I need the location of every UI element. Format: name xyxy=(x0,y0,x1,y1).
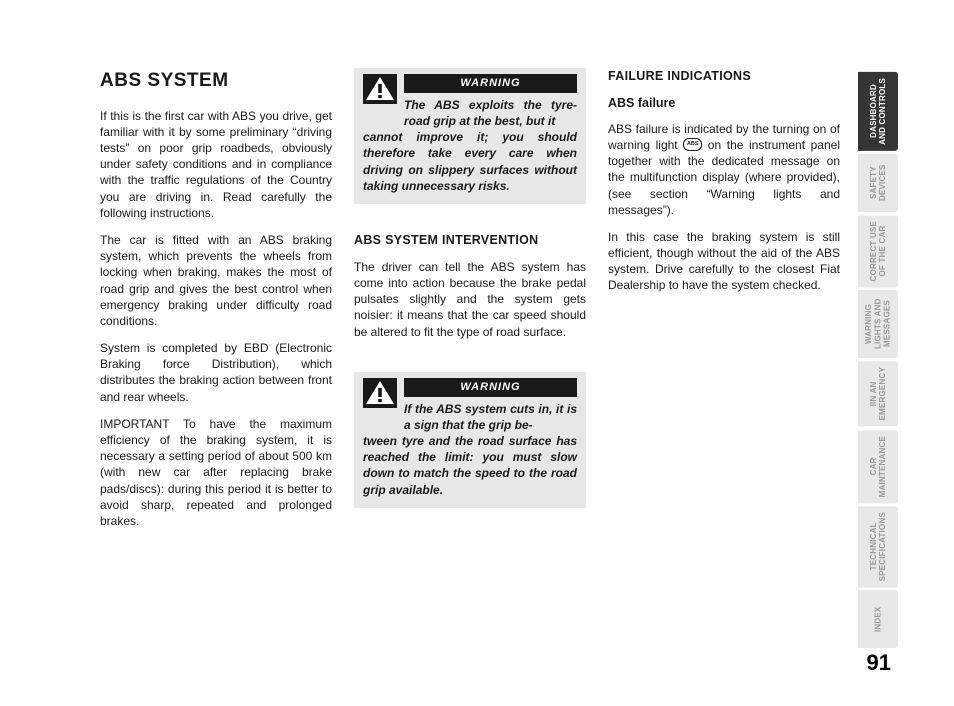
body-paragraph: If this is the first car with ABS you dr… xyxy=(100,108,332,221)
page-number: 91 xyxy=(867,650,891,676)
side-tabs: DASHBOARD AND CONTROLSSAFETY DEVICESCORR… xyxy=(858,72,898,648)
warning-text: If the ABS system cuts in, it is a sign … xyxy=(404,401,577,433)
nav-tab[interactable]: CORRECT USE OF THE CAR xyxy=(858,215,898,287)
body-paragraph: In this case the braking system is still… xyxy=(608,229,840,294)
warning-box: WARNING If the ABS system cuts in, it is… xyxy=(354,372,586,508)
page-title: ABS SYSTEM xyxy=(100,68,332,94)
warning-text: cannot improve it; you should therefore … xyxy=(363,129,577,194)
warning-triangle-icon xyxy=(363,378,397,408)
nav-tab[interactable]: IIN AN EMERGENCY xyxy=(858,361,898,426)
sub-heading: ABS failure xyxy=(608,95,840,112)
warning-text: The ABS exploits the tyre-road grip at t… xyxy=(404,97,577,129)
nav-tab[interactable]: TECHNICAL SPECIFICATIONS xyxy=(858,506,898,587)
nav-tab[interactable]: CAR MAINTENANCE xyxy=(858,430,898,503)
nav-tab[interactable]: INDEX xyxy=(858,590,898,648)
nav-tab[interactable]: DASHBOARD AND CONTROLS xyxy=(858,72,898,151)
abs-warning-light-icon: ABS xyxy=(683,138,702,151)
section-heading: FAILURE INDICATIONS xyxy=(608,68,840,85)
column-2: WARNING The ABS exploits the tyre-road g… xyxy=(354,68,586,676)
warning-triangle-icon xyxy=(363,74,397,104)
body-paragraph: System is completed by EBD (Electronic B… xyxy=(100,340,332,405)
column-3: FAILURE INDICATIONS ABS failure ABS fail… xyxy=(608,68,840,676)
warning-title: WARNING xyxy=(404,378,577,397)
column-1: ABS SYSTEM If this is the first car with… xyxy=(100,68,332,676)
warning-title: WARNING xyxy=(404,74,577,93)
warning-box: WARNING The ABS exploits the tyre-road g… xyxy=(354,68,586,204)
body-paragraph: The car is fitted with an ABS braking sy… xyxy=(100,232,332,329)
body-paragraph: ABS failure is indicated by the turning … xyxy=(608,121,840,218)
body-paragraph: The driver can tell the ABS system has c… xyxy=(354,259,586,340)
warning-text: tween tyre and the road surface has reac… xyxy=(363,433,577,498)
nav-tab[interactable]: WARNING LIGHTS AND MESSAGES xyxy=(858,290,898,358)
section-heading: ABS SYSTEM INTERVENTION xyxy=(354,232,586,249)
nav-tab[interactable]: SAFETY DEVICES xyxy=(858,154,898,212)
body-paragraph: IMPORTANT To have the maximum efficiency… xyxy=(100,416,332,529)
